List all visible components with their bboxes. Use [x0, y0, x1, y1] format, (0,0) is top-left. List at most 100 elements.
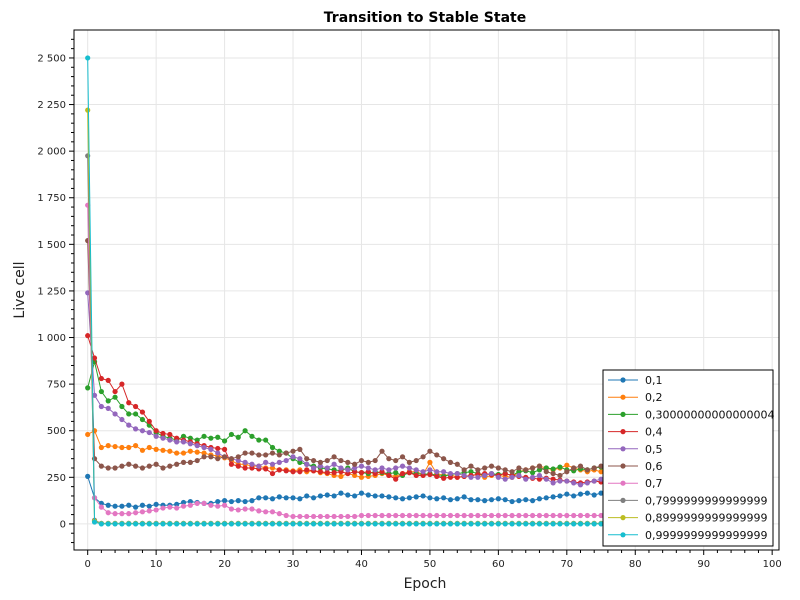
y-tick-label: 2 250 — [37, 100, 66, 111]
data-point — [304, 493, 310, 499]
data-point — [468, 512, 474, 519]
legend-item: 0,4 — [608, 426, 663, 439]
data-point — [139, 465, 146, 471]
data-point — [331, 470, 337, 476]
data-point — [105, 377, 111, 383]
data-point — [536, 476, 543, 482]
data-point — [174, 435, 180, 441]
legend-label: 0,30000000000000004 — [645, 408, 774, 421]
data-point — [153, 446, 159, 452]
data-point — [276, 494, 282, 500]
data-point — [91, 355, 98, 361]
data-point — [167, 437, 173, 443]
data-point — [399, 521, 406, 527]
data-point — [91, 519, 98, 525]
data-point — [427, 448, 433, 454]
data-point — [475, 474, 481, 480]
data-point — [434, 469, 440, 475]
legend-label: 0,9999999999999999 — [645, 529, 767, 542]
data-point — [160, 447, 166, 453]
data-point — [434, 452, 440, 458]
legend-label: 0,5 — [645, 443, 663, 456]
data-point — [215, 434, 221, 440]
data-point — [317, 513, 324, 520]
data-point — [194, 500, 200, 507]
data-point — [85, 473, 91, 479]
data-point — [167, 504, 173, 510]
data-point — [228, 498, 235, 505]
data-point — [447, 474, 454, 480]
data-point — [304, 461, 310, 467]
data-point — [557, 521, 563, 527]
data-point — [338, 513, 344, 520]
x-tick-label: 60 — [492, 559, 505, 570]
data-point — [119, 416, 125, 423]
data-point — [283, 495, 289, 501]
legend-item: 0,6 — [608, 460, 663, 473]
data-point — [331, 493, 337, 499]
data-point — [488, 463, 495, 469]
data-point — [591, 465, 597, 471]
data-point — [536, 521, 543, 527]
data-point — [317, 463, 324, 469]
data-point — [85, 385, 91, 391]
data-point — [249, 465, 255, 471]
data-point — [297, 469, 303, 475]
data-point — [393, 470, 399, 476]
data-point — [461, 467, 467, 473]
data-point — [516, 472, 522, 479]
data-point — [441, 495, 447, 501]
data-point — [180, 521, 187, 527]
data-point — [201, 444, 207, 451]
chart-title: Transition to Stable State — [324, 10, 526, 26]
data-point — [201, 450, 207, 456]
legend-swatch-marker — [620, 411, 626, 417]
data-point — [235, 457, 241, 464]
data-point — [420, 521, 426, 527]
data-point — [119, 403, 125, 410]
data-point — [413, 472, 419, 479]
data-point — [208, 435, 214, 441]
x-tick-label: 40 — [355, 559, 368, 570]
y-axis-title: Live cell — [12, 261, 28, 318]
series-line — [87, 430, 602, 478]
data-point — [529, 465, 536, 471]
data-point — [365, 512, 371, 519]
data-point — [509, 498, 515, 505]
data-point — [126, 422, 132, 428]
data-point — [215, 450, 221, 456]
data-point — [598, 521, 604, 527]
data-point — [441, 456, 447, 462]
legend-label: 0,7999999999999999 — [645, 494, 767, 507]
data-point — [447, 470, 454, 477]
data-point — [358, 521, 365, 527]
data-point — [112, 411, 118, 417]
data-point — [488, 497, 495, 503]
data-point — [338, 457, 344, 464]
series-6 — [85, 202, 604, 520]
data-point — [242, 506, 248, 512]
data-point — [98, 388, 104, 395]
data-point — [249, 506, 255, 512]
data-point — [263, 495, 269, 501]
data-point — [194, 437, 200, 443]
data-point — [187, 441, 193, 447]
legend-swatch-marker — [620, 394, 626, 400]
data-point — [475, 467, 481, 473]
data-point — [447, 521, 454, 527]
data-point — [139, 509, 146, 515]
legend-swatch-marker — [620, 463, 626, 469]
data-point — [126, 521, 132, 527]
data-point — [146, 444, 152, 451]
data-point — [194, 457, 200, 464]
data-point — [536, 472, 543, 479]
data-point — [591, 512, 597, 519]
legend-item: 0,1 — [608, 374, 663, 387]
data-point — [105, 443, 111, 449]
data-point — [167, 431, 173, 438]
series-line — [87, 476, 602, 508]
data-point — [263, 452, 269, 458]
data-point — [345, 492, 351, 498]
data-point — [557, 512, 563, 519]
data-point — [516, 521, 522, 527]
